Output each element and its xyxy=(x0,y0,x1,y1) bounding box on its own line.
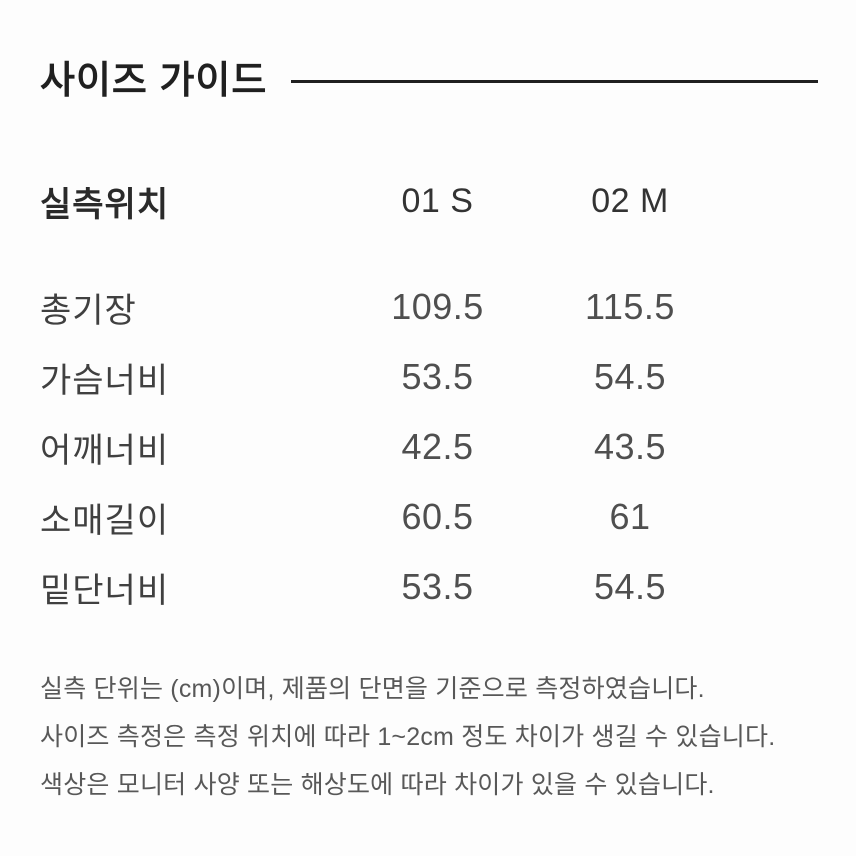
value-chest-width-s: 53.5 xyxy=(401,356,474,397)
size-guide-page: 사이즈 가이드 실측위치 01 S 02 M 총기장 109.5 115.5 가… xyxy=(0,58,856,856)
row-label-chest-width: 가슴너비 xyxy=(40,361,170,400)
table-row-total-length: 총기장 109.5 115.5 xyxy=(40,272,818,342)
row-label-sleeve-length: 소매길이 xyxy=(40,501,170,540)
table-row-shoulder-width: 어깨너비 42.5 43.5 xyxy=(40,412,818,482)
page-title: 사이즈 가이드 xyxy=(40,60,268,102)
value-hem-width-m: 54.5 xyxy=(593,566,667,607)
row-label-total-length: 총기장 xyxy=(40,291,137,330)
size-guide-header: 사이즈 가이드 xyxy=(40,58,818,104)
note-size-tolerance: 사이즈 측정은 측정 위치에 따라 1~2cm 정도 차이가 생길 수 있습니다… xyxy=(40,723,776,751)
value-sleeve-length-m: 61 xyxy=(609,496,651,537)
value-shoulder-width-m: 43.5 xyxy=(593,426,667,467)
value-shoulder-width-s: 42.5 xyxy=(401,426,474,467)
value-total-length-m: 115.5 xyxy=(585,286,675,327)
measure-position-header: 실측위치 xyxy=(40,185,170,224)
size-table: 실측위치 01 S 02 M 총기장 109.5 115.5 가슴너비 53.5… xyxy=(40,166,818,622)
table-row-sleeve-length: 소매길이 60.5 61 xyxy=(40,482,818,552)
note-color-difference: 색상은 모니터 사양 또는 해상도에 따라 차이가 있을 수 있습니다. xyxy=(40,771,715,799)
table-row-chest-width: 가슴너비 53.5 54.5 xyxy=(40,342,818,412)
column-header-size-m: 02 M xyxy=(591,181,669,220)
table-row-hem-width: 밑단너비 53.5 54.5 xyxy=(40,552,818,622)
title-rule-divider xyxy=(291,79,818,83)
row-label-shoulder-width: 어깨너비 xyxy=(40,431,170,470)
value-total-length-s: 109.5 xyxy=(391,286,484,327)
value-sleeve-length-s: 60.5 xyxy=(401,496,474,537)
table-header-row: 실측위치 01 S 02 M xyxy=(40,166,818,236)
row-label-hem-width: 밑단너비 xyxy=(40,571,170,610)
notes-section: 실측 단위는 (cm)이며, 제품의 단면을 기준으로 측정하였습니다. 사이즈… xyxy=(40,665,818,809)
value-chest-width-m: 54.5 xyxy=(593,356,667,397)
column-header-size-s: 01 S xyxy=(401,181,474,220)
value-hem-width-s: 53.5 xyxy=(401,566,474,607)
note-measurement-unit: 실측 단위는 (cm)이며, 제품의 단면을 기준으로 측정하였습니다. xyxy=(40,675,705,703)
